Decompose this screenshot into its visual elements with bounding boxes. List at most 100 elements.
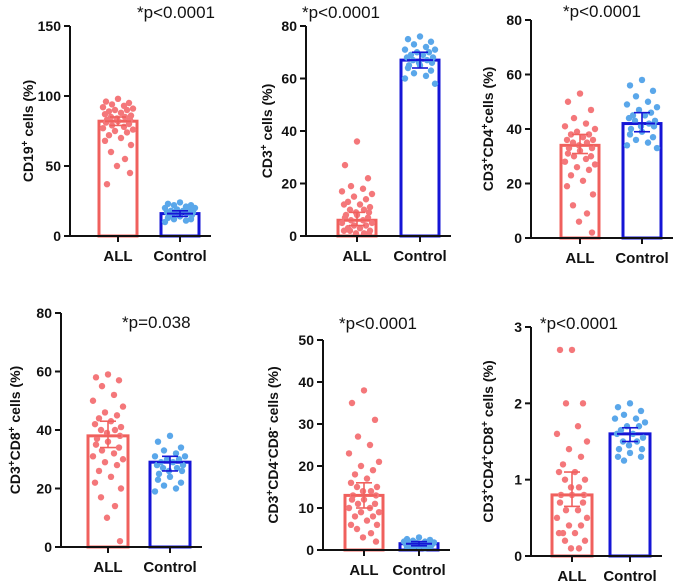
point-all xyxy=(356,224,364,232)
point-all xyxy=(92,374,100,381)
point-all xyxy=(581,476,589,483)
x-tick-label-all: ALL xyxy=(565,250,594,267)
point-all xyxy=(353,483,361,491)
point-all xyxy=(99,125,107,132)
point-all xyxy=(365,230,373,237)
point-all xyxy=(563,183,571,190)
point-all xyxy=(556,499,564,506)
y-tick-label: 0 xyxy=(53,228,61,244)
x-tick-label-control: Control xyxy=(143,559,196,576)
point-all xyxy=(591,125,599,133)
y-tick-label: 60 xyxy=(36,364,52,380)
error-bar-all xyxy=(105,116,131,127)
point-all xyxy=(97,494,105,501)
point-all xyxy=(101,111,109,118)
point-control xyxy=(177,479,185,486)
point-control xyxy=(419,51,427,59)
y-tick-label: 80 xyxy=(36,305,52,321)
point-control xyxy=(172,485,180,492)
point-all xyxy=(588,144,596,152)
point-all xyxy=(103,181,111,188)
point-all xyxy=(353,525,361,533)
point-control xyxy=(175,456,183,463)
point-all xyxy=(585,166,593,174)
y-tick-label: 50 xyxy=(45,158,61,174)
y-axis-label: CD3+CD8+ cells (%) xyxy=(7,366,24,494)
x-tick-label-control: Control xyxy=(392,562,445,579)
point-all xyxy=(93,435,101,442)
y-tick-label: 20 xyxy=(506,176,522,192)
point-all xyxy=(113,162,121,170)
y-label-text: CD3 xyxy=(480,494,496,522)
point-all xyxy=(354,500,362,507)
point-all xyxy=(341,161,349,169)
point-all xyxy=(555,468,563,476)
point-all xyxy=(98,447,106,454)
point-all xyxy=(567,484,575,491)
point-all xyxy=(126,169,134,177)
y-tick-label: 10 xyxy=(298,500,314,516)
point-all xyxy=(107,148,115,156)
point-all xyxy=(367,488,375,495)
point-control xyxy=(160,482,168,489)
point-all xyxy=(561,537,569,544)
point-all xyxy=(589,136,597,144)
point-all xyxy=(89,453,97,460)
y-label-text: CD8 xyxy=(480,427,496,455)
point-all xyxy=(111,426,119,434)
point-control xyxy=(401,46,409,53)
point-all xyxy=(363,517,371,524)
point-control xyxy=(623,142,631,149)
point-all xyxy=(113,461,121,469)
p-value: *p<0.0001 xyxy=(563,2,641,21)
point-control xyxy=(641,419,649,426)
point-all xyxy=(579,499,587,506)
point-control xyxy=(626,449,634,457)
error-bar-control xyxy=(157,455,183,472)
point-all xyxy=(581,537,589,544)
p-value: *p=0.038 xyxy=(122,313,191,332)
point-control xyxy=(638,76,646,84)
point-all xyxy=(365,209,373,216)
point-all xyxy=(589,191,597,198)
point-control xyxy=(627,125,635,133)
point-all xyxy=(371,416,379,423)
point-control xyxy=(416,33,424,40)
point-all xyxy=(579,400,587,407)
y-tick-label: 2 xyxy=(514,395,522,411)
y-axis-label: CD3+CD4+cells (%) xyxy=(480,67,497,192)
point-all xyxy=(101,458,109,466)
y-tick-label: 100 xyxy=(38,88,62,104)
bar-control xyxy=(399,58,441,238)
point-all xyxy=(101,409,109,416)
y-tick-label: 20 xyxy=(36,481,52,497)
error-bar-control xyxy=(406,540,432,547)
point-all xyxy=(564,150,572,157)
x-tick-label-control: Control xyxy=(615,250,668,267)
point-all xyxy=(553,430,561,438)
point-all xyxy=(125,99,133,107)
y-label-superscript: + xyxy=(480,123,491,129)
x-tick-label-all: ALL xyxy=(103,248,132,265)
point-control xyxy=(632,136,640,144)
point-all xyxy=(562,507,570,514)
point-control xyxy=(410,41,418,48)
point-all xyxy=(91,479,99,486)
point-control xyxy=(644,139,652,146)
point-all xyxy=(348,496,356,503)
point-all xyxy=(121,155,129,163)
point-all xyxy=(565,522,573,529)
p-value: *p<0.0001 xyxy=(302,3,380,22)
point-control xyxy=(179,461,187,469)
point-all xyxy=(583,514,591,522)
point-all xyxy=(125,120,133,128)
point-control xyxy=(637,453,645,460)
point-all xyxy=(104,371,112,378)
error-bar-all xyxy=(344,211,370,227)
y-label-superscript: - xyxy=(265,458,276,461)
y-label-text: CD4 xyxy=(480,129,496,157)
point-all xyxy=(129,126,137,133)
